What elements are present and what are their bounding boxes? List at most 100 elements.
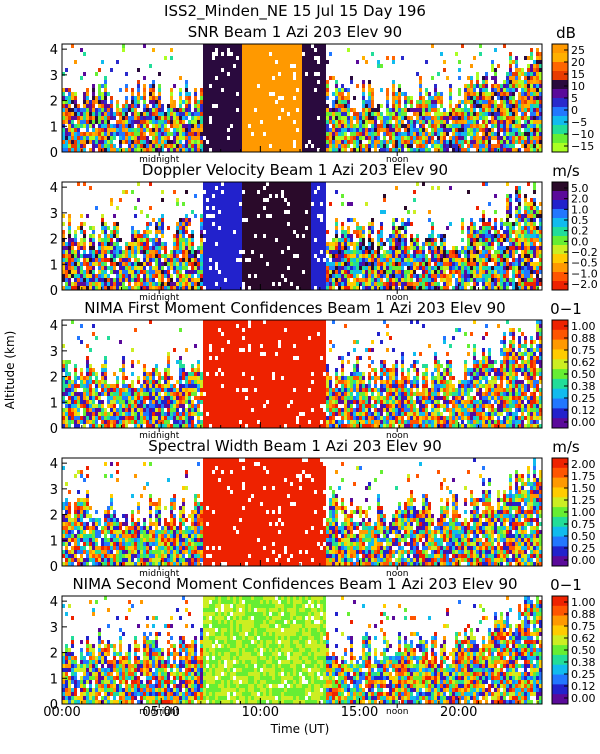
heatmap-cell [206,234,209,238]
heatmap-cell [215,84,218,88]
heatmap-cell [341,234,344,238]
heatmap-cell [104,88,107,92]
heatmap-cell [260,96,263,100]
heatmap-cell [317,238,320,242]
heatmap-cell [104,274,107,278]
heatmap-cell [311,194,314,198]
heatmap-cell [338,278,341,282]
heatmap-cell [104,140,107,144]
heatmap-cell [224,206,227,210]
heatmap-cell [296,198,299,202]
heatmap-cell [128,108,131,112]
heatmap-cell [476,104,479,108]
heatmap-cell [113,266,116,270]
heatmap-cell [314,148,317,152]
heatmap-cell [344,132,347,136]
heatmap-cell [164,116,167,120]
heatmap-cell [389,136,392,140]
heatmap-cell [521,104,524,108]
heatmap-cell [371,136,374,140]
heatmap-cell [392,96,395,100]
heatmap-cell [176,250,179,254]
heatmap-cell [230,116,233,120]
heatmap-cell [80,274,83,278]
heatmap-cell [299,266,302,270]
heatmap-cell [524,80,527,84]
heatmap-cell [386,250,389,254]
heatmap-cell [323,124,326,128]
heatmap-cell [230,108,233,112]
heatmap-cell [161,124,164,128]
heatmap-cell [524,132,527,136]
heatmap-cell [239,266,242,270]
heatmap-cell [467,140,470,144]
heatmap-cell [299,226,302,230]
heatmap-cell [275,182,278,186]
heatmap-cell [368,238,371,242]
heatmap-cell [197,274,200,278]
heatmap-cell [107,128,110,132]
heatmap-cell [65,258,68,262]
heatmap-cell [290,76,293,80]
heatmap-cell [323,72,326,76]
heatmap-cell [224,56,227,60]
heatmap-cell [143,136,146,140]
heatmap-cell [110,112,113,116]
heatmap-cell [203,128,206,132]
heatmap-cell [302,120,305,124]
heatmap-cell [239,182,242,186]
heatmap-cell [230,206,233,210]
heatmap-cell [200,230,203,234]
heatmap-cell [95,120,98,124]
heatmap-cell [158,226,161,230]
heatmap-cell [116,120,119,124]
heatmap-cell [233,258,236,262]
heatmap-cell [227,84,230,88]
heatmap-cell [473,84,476,88]
heatmap-cell [254,246,257,250]
heatmap-cell [233,274,236,278]
heatmap-cell [314,124,317,128]
heatmap-cell [296,116,299,120]
heatmap-cell [74,250,77,254]
heatmap-cell [341,278,344,282]
heatmap-cell [347,144,350,148]
heatmap-cell [104,144,107,148]
heatmap-cell [287,108,290,112]
heatmap-cell [248,52,251,56]
heatmap-cell [275,218,278,222]
heatmap-cell [338,116,341,120]
heatmap-cell [230,270,233,274]
heatmap-cell [320,84,323,88]
heatmap-cell [533,80,536,84]
heatmap-cell [530,96,533,100]
heatmap-cell [227,92,230,96]
heatmap-cell [281,64,284,68]
heatmap-cell [290,242,293,246]
heatmap-cell [335,282,338,286]
heatmap-cell [377,128,380,132]
heatmap-cell [230,226,233,230]
heatmap-cell [407,100,410,104]
heatmap-cell [488,112,491,116]
heatmap-cell [203,266,206,270]
heatmap-cell [359,242,362,246]
heatmap-cell [65,144,68,148]
heatmap-cell [137,250,140,254]
heatmap-cell [89,124,92,128]
heatmap-cell [245,198,248,202]
heatmap-cell [257,56,260,60]
heatmap-cell [299,100,302,104]
heatmap-cell [209,88,212,92]
heatmap-cell [104,270,107,274]
heatmap-cell [143,128,146,132]
heatmap-cell [413,136,416,140]
heatmap-cell [293,266,296,270]
heatmap-cell [161,246,164,250]
heatmap-cell [242,56,245,60]
heatmap-cell [362,144,365,148]
heatmap-cell [470,136,473,140]
heatmap-cell [113,286,116,290]
heatmap-cell [215,68,218,72]
heatmap-cell [284,48,287,52]
